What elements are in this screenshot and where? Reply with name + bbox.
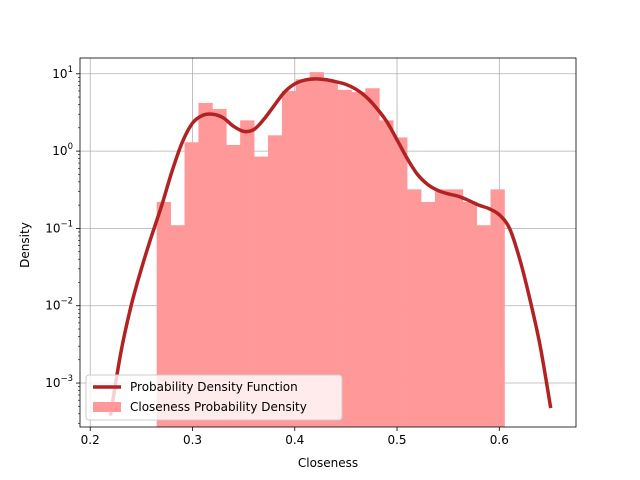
histogram-bar-19 bbox=[420, 201, 436, 427]
pdf-curve-layer bbox=[108, 77, 553, 416]
y-tick-label-3: 100 bbox=[52, 142, 73, 158]
histogram-bar-15 bbox=[365, 88, 380, 428]
x-tick-label-4: 0.6 bbox=[490, 433, 509, 447]
histogram-bar-14 bbox=[351, 92, 366, 427]
histogram-bar-17 bbox=[393, 137, 408, 427]
histogram-bar-24 bbox=[490, 189, 505, 427]
histogram-bar-22 bbox=[462, 201, 477, 427]
legend-box bbox=[85, 374, 343, 421]
y-tick-label-exp-0: −3 bbox=[60, 374, 73, 384]
y-tick-label-4: 101 bbox=[52, 65, 73, 81]
histogram-bar-20 bbox=[434, 189, 450, 427]
histogram-bar-18 bbox=[407, 189, 422, 427]
histogram-bar-10 bbox=[295, 79, 311, 427]
legend-label-1: Closeness Probability Density bbox=[130, 400, 307, 414]
y-tick-label-0: 10−3 bbox=[45, 374, 73, 390]
histogram-bar-4 bbox=[212, 109, 227, 428]
histogram-bar-3 bbox=[198, 102, 213, 427]
histogram-bar-11 bbox=[309, 72, 325, 427]
histogram-bar-21 bbox=[448, 189, 464, 427]
axes-frame bbox=[79, 57, 577, 428]
y-tick-label-exp-4: 1 bbox=[68, 65, 73, 75]
x-tick-label-0: 0.2 bbox=[81, 433, 100, 447]
pdf-curve bbox=[108, 77, 553, 416]
histogram-bar-9 bbox=[281, 90, 297, 428]
y-tick-label-base-2: 10 bbox=[45, 221, 60, 235]
histogram-bar-23 bbox=[476, 225, 491, 427]
y-tick-label-base-1: 10 bbox=[45, 299, 60, 313]
histogram-bar-2 bbox=[184, 142, 199, 428]
histogram-bar-7 bbox=[254, 156, 269, 427]
y-tick-label-exp-3: 0 bbox=[68, 142, 73, 152]
x-tick-label-1: 0.3 bbox=[183, 433, 202, 447]
histogram-bar-6 bbox=[240, 120, 255, 427]
histogram-bar-13 bbox=[337, 89, 352, 428]
histogram-bar-12 bbox=[323, 80, 338, 427]
histogram-bar-8 bbox=[267, 135, 283, 427]
legend: Probability Density Function Closeness Pr… bbox=[85, 374, 343, 421]
histogram-bar-16 bbox=[379, 120, 394, 427]
y-tick-label-exp-2: −1 bbox=[60, 219, 73, 229]
y-tick-label-base-4: 10 bbox=[52, 67, 67, 81]
y-tick-label-exp-1: −2 bbox=[60, 297, 73, 307]
y-tick-label-base-3: 10 bbox=[52, 144, 67, 158]
x-tick-label-2: 0.4 bbox=[285, 433, 304, 447]
histogram-bar-5 bbox=[226, 144, 241, 427]
legend-patch-swatch bbox=[93, 402, 121, 412]
y-axis-label: Density bbox=[18, 222, 32, 268]
x-tick-label-3: 0.5 bbox=[387, 433, 406, 447]
y-tick-label-2: 10−1 bbox=[45, 219, 73, 235]
x-axis-label: Closeness bbox=[298, 456, 358, 470]
y-tick-label-1: 10−2 bbox=[45, 297, 73, 313]
histogram-bar-0 bbox=[156, 201, 172, 427]
y-tick-label-base-0: 10 bbox=[45, 376, 60, 390]
legend-label-0: Probability Density Function bbox=[130, 380, 298, 394]
histogram-bars bbox=[156, 72, 505, 428]
axes-spines bbox=[79, 57, 577, 428]
